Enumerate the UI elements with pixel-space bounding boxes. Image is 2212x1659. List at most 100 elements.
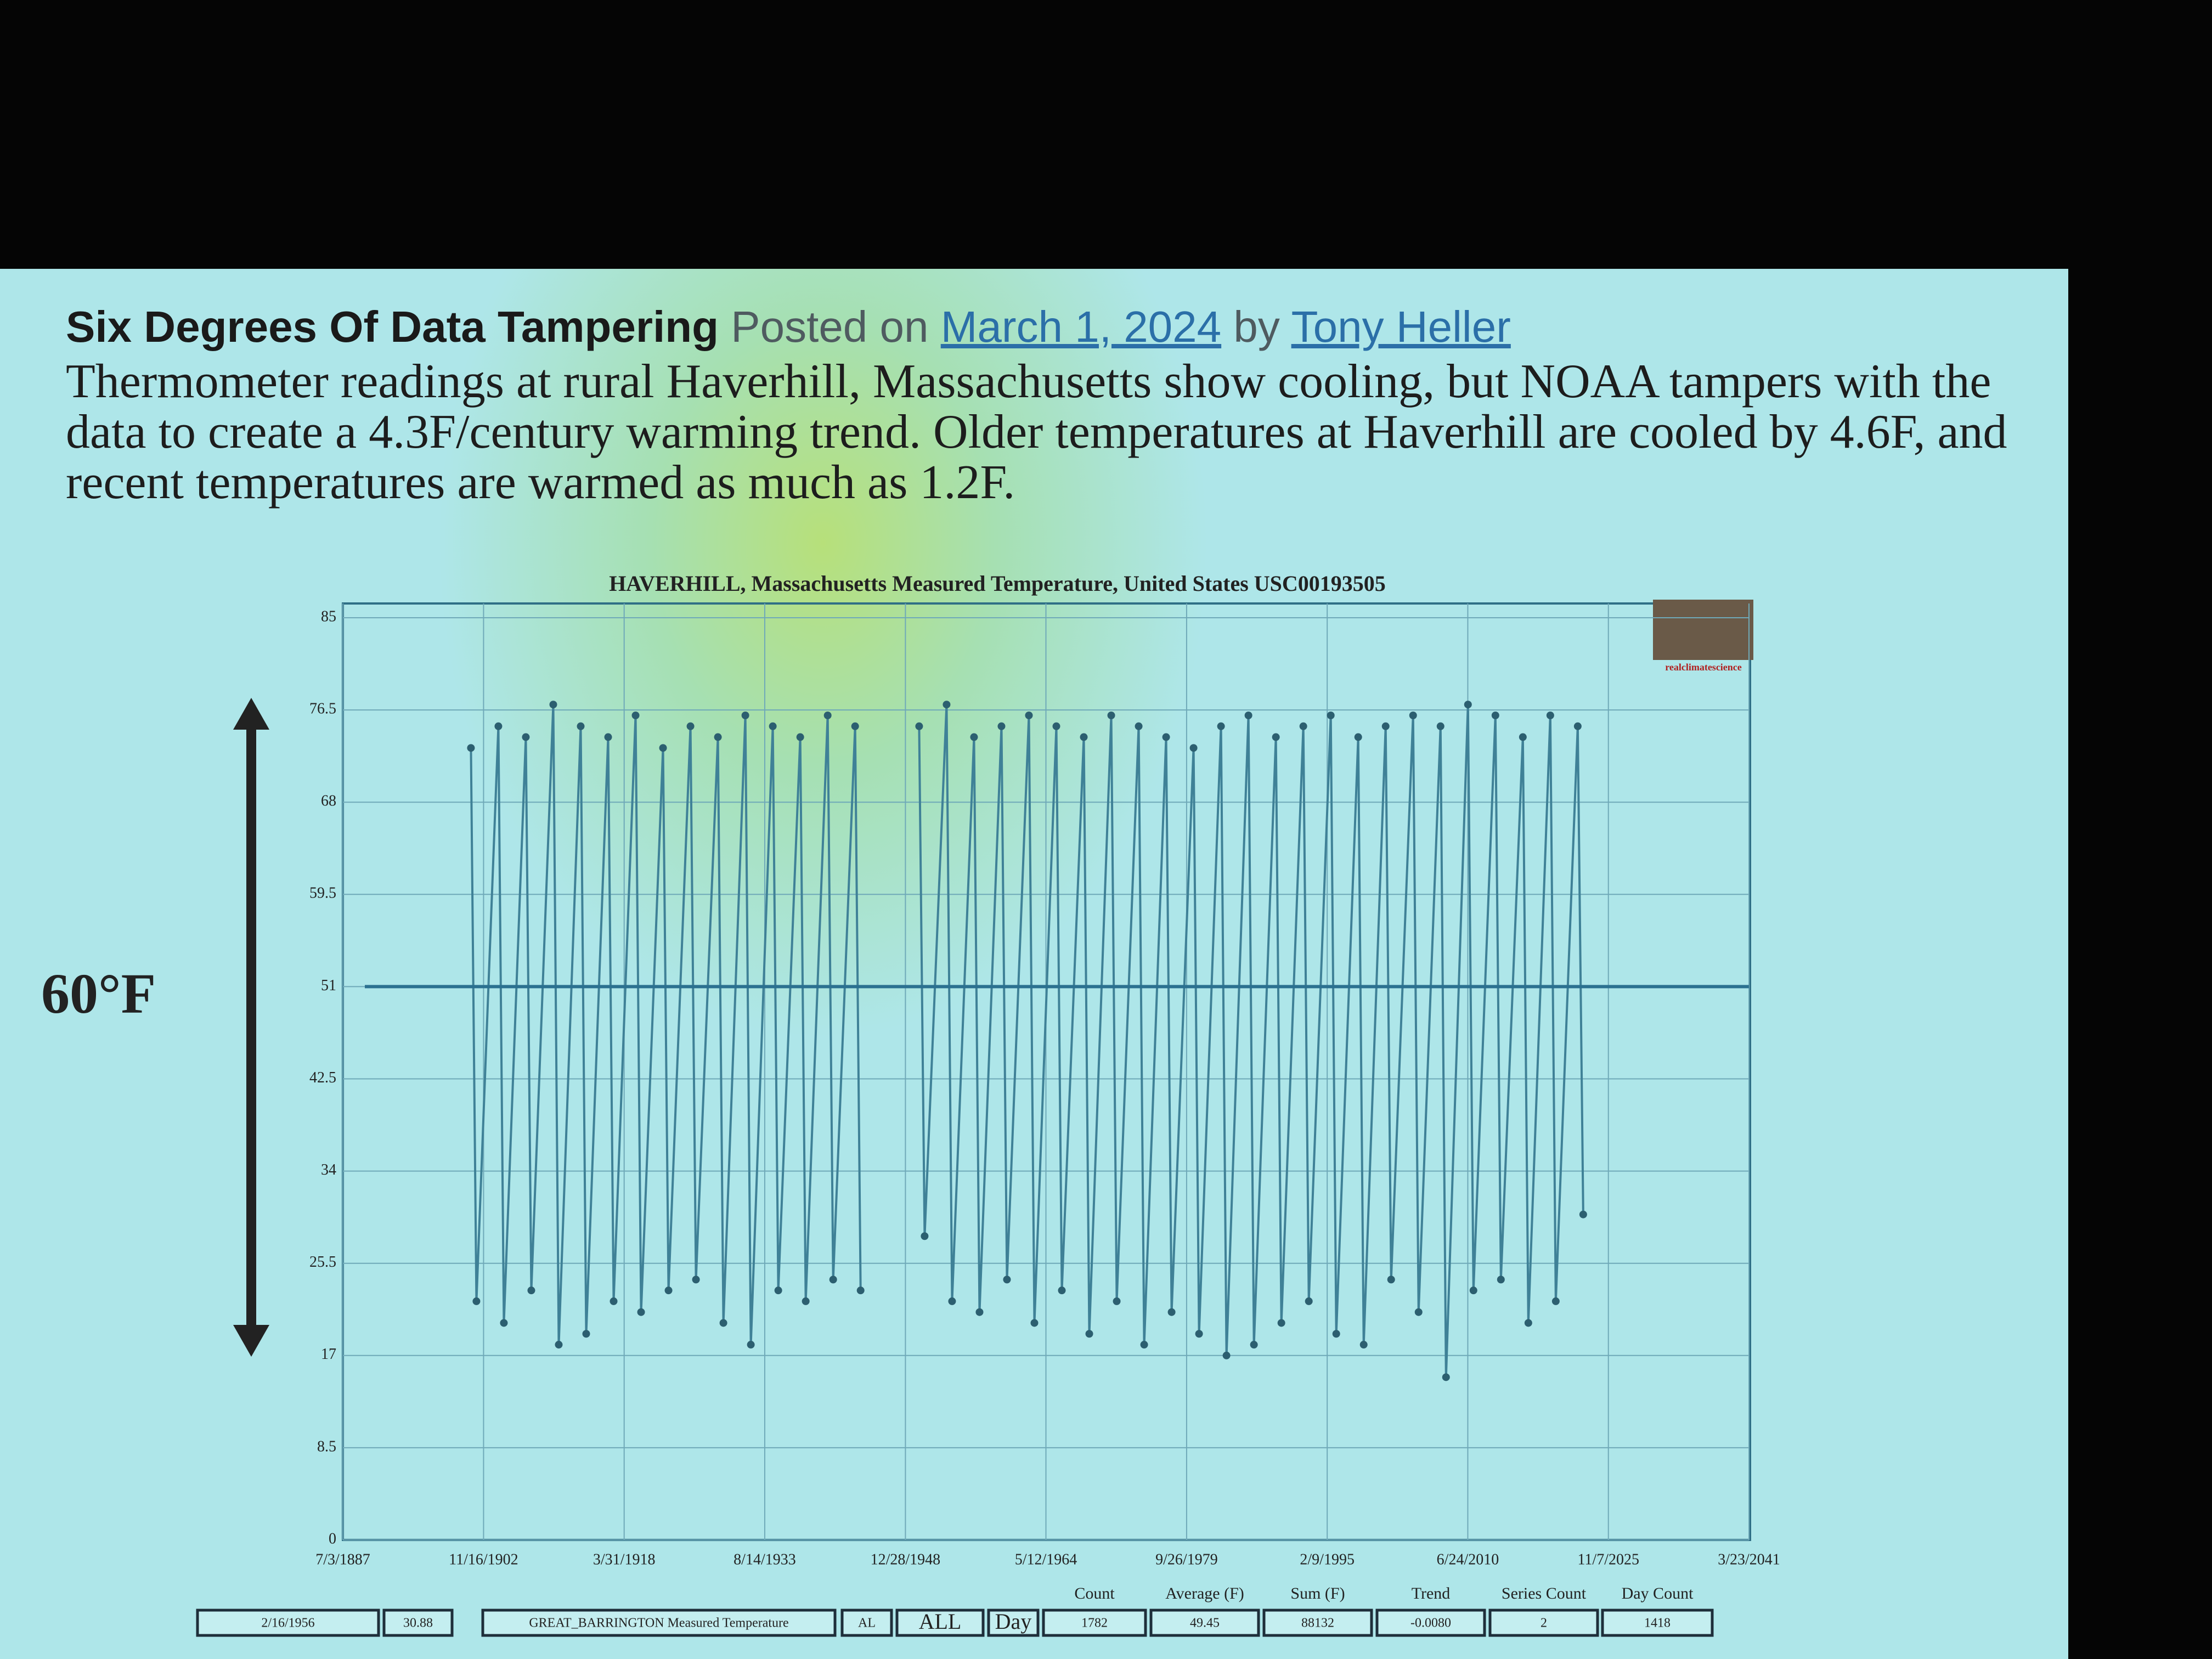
data-point [659,744,667,752]
data-point [527,1286,535,1295]
x-tick-label: 12/28/1948 [871,1551,941,1568]
data-point [1442,1373,1450,1381]
author-link[interactable]: Tony Heller [1291,302,1511,351]
status-box [1601,1609,1714,1637]
x-tick-label: 3/23/2041 [1718,1551,1780,1568]
data-point [1573,722,1582,730]
data-point [823,711,832,719]
chart-title: HAVERHILL, Massachusetts Measured Temper… [609,571,1386,596]
header: Six Degrees Of Data Tampering Posted on … [66,302,2052,508]
annotation: 60°F [41,962,156,1025]
data-point [1299,722,1307,730]
data-point [1189,744,1198,752]
status-label: Count [1074,1584,1115,1602]
status-label: Day Count [1622,1584,1694,1602]
data-point [631,711,640,719]
status-box [895,1609,985,1637]
status-label: Series Count [1502,1584,1587,1602]
data-point [856,1286,865,1295]
data-point [1140,1341,1148,1349]
status-value: 88132 [1301,1616,1334,1630]
y-tick-label: 34 [321,1161,336,1178]
status-value: -0.0080 [1410,1616,1451,1630]
data-point [1080,733,1088,741]
data-point [1519,733,1527,741]
status-box [987,1609,1040,1637]
y-tick-label: 42.5 [309,1069,336,1086]
status-value: 1782 [1081,1616,1108,1630]
x-tick-label: 3/31/1918 [593,1551,656,1568]
data-point [1414,1308,1423,1316]
logo [1653,600,1753,660]
data-point [1107,711,1115,719]
data-point [921,1232,929,1240]
date-link[interactable]: March 1, 2024 [940,302,1222,351]
data-point [796,733,804,741]
status-box [382,1609,454,1637]
data-point [577,722,585,730]
data-point [1113,1297,1121,1305]
data-point [802,1297,810,1305]
data-point [1409,711,1417,719]
title-line: Six Degrees Of Data Tampering Posted on … [66,302,2052,352]
data-point [1381,722,1390,730]
data-point [1217,722,1225,730]
data-point [1469,1286,1477,1295]
data-point [975,1308,984,1316]
status-value: GREAT_BARRINGTON Measured Temperature [529,1616,788,1630]
data-point [1387,1276,1395,1284]
data-point [915,722,923,730]
data-point [1030,1319,1039,1327]
data-point [851,722,859,730]
status-box [1149,1609,1260,1637]
data-point [1546,711,1554,719]
arrow-head-down [233,1325,269,1357]
x-tick-label: 7/3/1887 [315,1551,370,1568]
y-tick-label: 0 [329,1530,336,1547]
data-point [494,722,503,730]
x-tick-label: 8/14/1933 [733,1551,796,1568]
data-point [747,1341,755,1349]
status-box [840,1609,893,1637]
data-point [1551,1297,1560,1305]
status-value: 1418 [1644,1616,1671,1630]
x-tick-label: 9/26/1979 [1155,1551,1218,1568]
data-point [500,1319,508,1327]
data-point [610,1297,618,1305]
status-label: Sum (F) [1290,1584,1345,1602]
data-point [1272,733,1280,741]
data-point [1524,1319,1532,1327]
data-point [1244,711,1252,719]
y-tick-label: 76.5 [309,701,336,718]
data-point [472,1297,481,1305]
data-point [997,722,1006,730]
status-label: Trend [1412,1584,1451,1602]
slide: Six Degrees Of Data Tampering Posted on … [0,269,2068,1659]
status-value: 30.88 [403,1616,433,1630]
data-point [522,733,530,741]
y-tick-label: 85 [321,608,336,625]
y-tick-label: 68 [321,793,336,810]
status-box [1375,1609,1486,1637]
data-point [1579,1210,1587,1218]
data-point [948,1297,956,1305]
x-tick-label: 11/16/1902 [449,1551,518,1568]
data-point [943,701,951,709]
data-point [970,733,978,741]
data-point [686,722,695,730]
data-point [1491,711,1499,719]
data-point [637,1308,645,1316]
posted-on: Posted on [731,302,929,351]
y-tick-label: 25.5 [309,1254,336,1271]
data-point [1052,722,1060,730]
title: Six Degrees Of Data Tampering [66,302,719,351]
data-point [467,744,475,752]
status-value: 2 [1541,1616,1547,1630]
data-point [1436,722,1444,730]
y-tick-label: 51 [321,977,336,994]
data-point [1305,1297,1313,1305]
data-point [714,733,722,741]
data-point [741,711,749,719]
